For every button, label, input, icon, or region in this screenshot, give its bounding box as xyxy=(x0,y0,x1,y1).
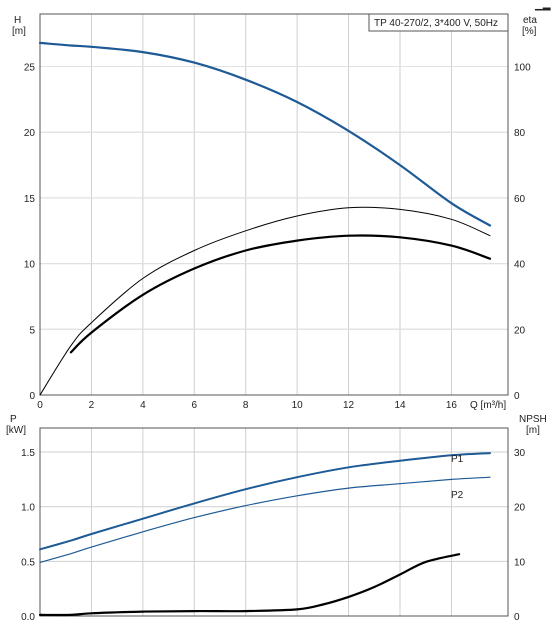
top-chart-ticks: 0 2 4 6 8 10 12 14 16 0 5 10 15 20 25 0 20 40 60 80 100 xyxy=(24,63,531,411)
chart-title: TP 40-270/2, 3*400 V, 50Hz xyxy=(374,18,498,29)
bottom-right-axis-label: NPSH xyxy=(519,414,547,425)
bottom-left-tick-label: 1.5 xyxy=(21,448,35,459)
bottom-series-line-2 xyxy=(38,553,461,617)
bottom-right-tick-label: 30 xyxy=(514,448,526,459)
top-series-line-2 xyxy=(69,234,492,354)
bottom-left-tick-label: 0.5 xyxy=(21,557,35,568)
x-tick-label: 10 xyxy=(292,400,304,411)
top-left-tick-label: 0 xyxy=(29,391,35,402)
top-left-tick-label: 10 xyxy=(24,260,36,271)
bottom-left-tick-label: 1.0 xyxy=(21,503,35,514)
bottom-chart-frame xyxy=(39,427,509,617)
top-right-axis-label: eta xyxy=(523,15,537,26)
bottom-series-line-1 xyxy=(39,476,491,563)
bottom-chart-series xyxy=(38,452,491,617)
x-tick-label: 6 xyxy=(192,400,198,411)
top-right-tick-label: 20 xyxy=(514,325,526,336)
bottom-left-axis-unit: [kW] xyxy=(6,425,26,436)
series-label-p2: P2 xyxy=(451,490,464,501)
x-tick-label: 2 xyxy=(89,400,95,411)
bottom-right-tick-label: 20 xyxy=(514,503,526,514)
x-tick-label: 0 xyxy=(37,400,43,411)
top-right-tick-label: 40 xyxy=(514,260,526,271)
x-tick-label: 4 xyxy=(140,400,146,411)
top-series-line-0 xyxy=(38,41,492,227)
top-right-tick-label: 0 xyxy=(514,391,520,402)
top-left-axis-unit: [m] xyxy=(12,26,26,37)
x-tick-label: 14 xyxy=(394,400,406,411)
top-chart-series xyxy=(38,41,492,396)
top-chart-grid xyxy=(40,14,508,395)
chart-title-box xyxy=(368,13,509,32)
x-tick-label: 16 xyxy=(446,400,458,411)
top-left-tick-label: 25 xyxy=(24,63,36,74)
series-label-p1: P1 xyxy=(451,454,464,465)
x-axis-label: Q [m³/h] xyxy=(470,400,506,411)
top-left-tick-label: 15 xyxy=(24,194,36,205)
x-tick-label: 12 xyxy=(343,400,355,411)
bottom-right-axis-unit: [m] xyxy=(526,425,540,436)
x-tick-label: 8 xyxy=(243,400,249,411)
top-right-tick-label: 80 xyxy=(514,128,526,139)
top-chart-frame xyxy=(39,13,509,396)
bottom-chart-ticks: 0.0 0.5 1.0 1.5 0 10 20 30 xyxy=(21,448,525,623)
bottom-left-axis-label: P xyxy=(10,414,17,425)
top-left-tick-label: 20 xyxy=(24,128,36,139)
top-left-axis-label: H xyxy=(14,15,21,26)
bottom-series-line-0 xyxy=(39,452,491,551)
bottom-right-tick-label: 0 xyxy=(514,612,520,623)
top-right-tick-label: 60 xyxy=(514,194,526,205)
top-series-line-1 xyxy=(39,206,491,396)
top-left-tick-label: 5 xyxy=(29,325,35,336)
corner-mark-icon: ▁▂ xyxy=(534,0,551,11)
bottom-right-tick-label: 10 xyxy=(514,557,526,568)
top-right-tick-label: 100 xyxy=(514,63,531,74)
top-right-axis-unit: [%] xyxy=(522,26,537,37)
bottom-left-tick-label: 0.0 xyxy=(21,612,35,623)
